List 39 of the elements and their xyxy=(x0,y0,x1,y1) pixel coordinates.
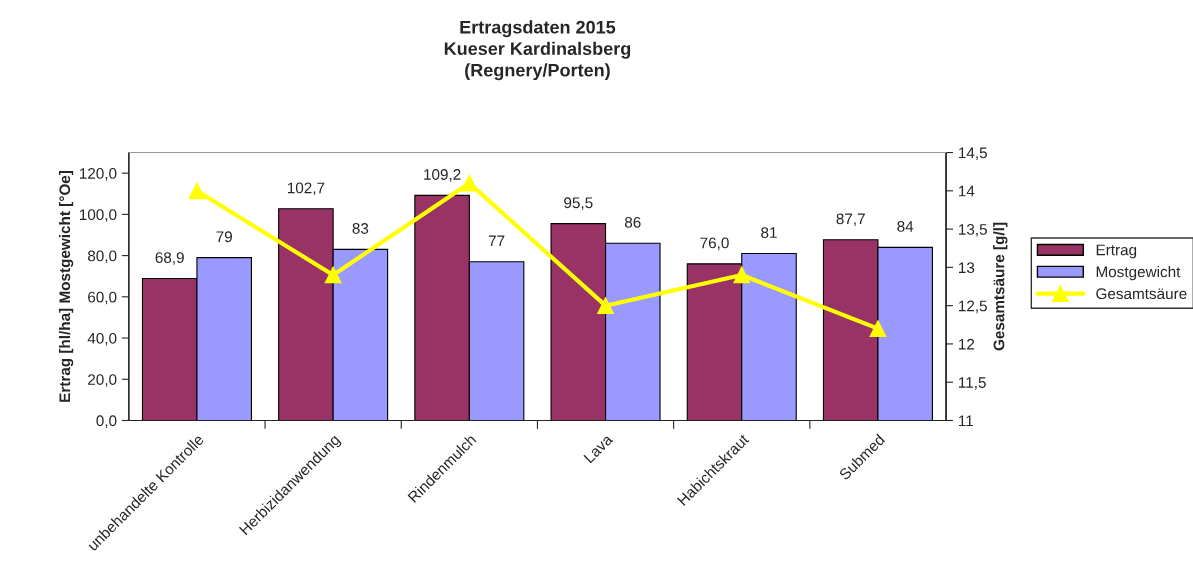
data-label: 76,0 xyxy=(700,237,729,251)
data-label: 84 xyxy=(897,221,914,232)
legend-label: Ertrag xyxy=(1096,244,1137,259)
y2-tick-label: 14,5 xyxy=(959,147,987,161)
data-label: 95,5 xyxy=(564,197,593,210)
data-label: 79 xyxy=(216,231,232,243)
y-tick-label: 100,0 xyxy=(79,209,117,222)
data-label: 68,9 xyxy=(155,252,184,265)
legend-label: Mostgewicht xyxy=(1096,266,1181,281)
y-tick-label: 0,0 xyxy=(96,415,117,428)
y-tick-label: 80,0 xyxy=(87,250,117,264)
legend-label: Gesamtsäure xyxy=(1096,288,1187,300)
y-axis-title: Ertrag [hl/ha] Mostgewicht [°Oe] xyxy=(58,171,74,402)
data-label: 86 xyxy=(624,216,641,228)
point xyxy=(597,297,614,314)
data-label: 83 xyxy=(352,223,369,234)
data-label: 77 xyxy=(488,235,505,247)
y2-tick-label: 11,5 xyxy=(959,377,986,390)
data-label: 81 xyxy=(761,227,777,239)
y2-tick-label: 11 xyxy=(959,415,973,427)
y-tick-label: 120,0 xyxy=(79,168,117,181)
y-tick-label: 20,0 xyxy=(88,374,117,387)
data-label: 87,7 xyxy=(836,213,865,227)
point xyxy=(188,182,206,200)
chart-title: Ertragsdaten 2015 Kueser Kardinalsberg (Regnery/Porten) xyxy=(444,20,631,81)
y2-tick-label: 13 xyxy=(959,262,975,274)
point xyxy=(324,266,342,284)
y-tick-label: 60,0 xyxy=(88,291,117,305)
y2-tick-label: 12,5 xyxy=(959,300,987,314)
y2-tick-label: 14 xyxy=(959,185,975,197)
y2-axis-title: Gesamtsäure [g/l] xyxy=(993,222,1008,351)
data-label: 109,2 xyxy=(424,169,461,182)
point xyxy=(461,174,478,192)
y2-tick-label: 13,5 xyxy=(959,223,987,237)
y2-tick-label: 12 xyxy=(959,338,975,350)
point xyxy=(733,266,751,284)
point xyxy=(869,320,887,337)
data-label: 102,7 xyxy=(287,182,325,196)
y-tick-label: 40,0 xyxy=(87,332,117,346)
